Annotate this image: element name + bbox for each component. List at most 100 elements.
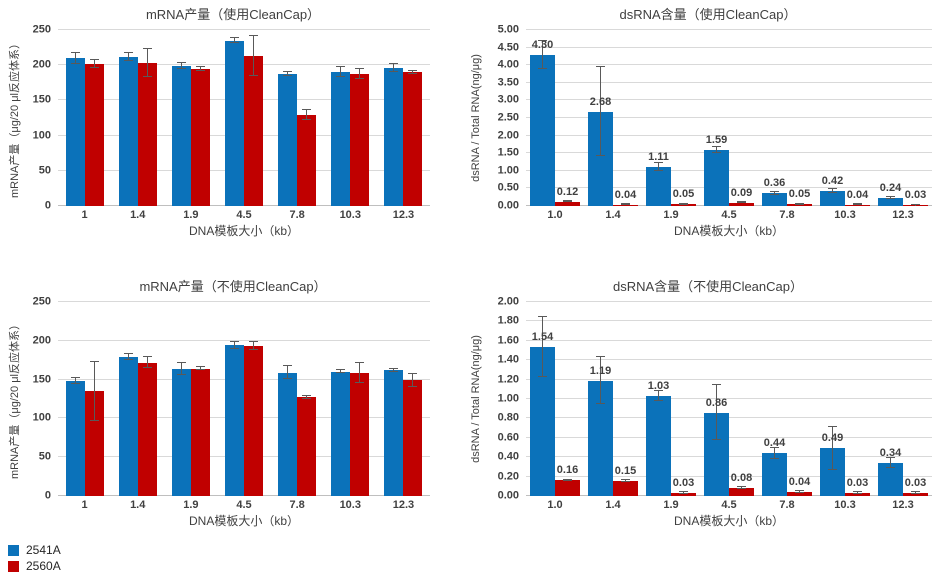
y-tick-label: 0.20 (497, 470, 519, 483)
y-axis-label-column: dsRNA / Total RNA(ng/μg) (466, 302, 486, 496)
x-axis-title: DNA模板大小（kb） (673, 224, 784, 238)
bar-slot: 0.86 (704, 302, 729, 496)
bar-slot (84, 30, 104, 206)
error-bar-cap-bottom (911, 204, 920, 206)
bar-value-label: 0.15 (614, 465, 637, 478)
bar-slot: 2.68 (588, 30, 613, 206)
chart-body: mRNA产量（μg/20 μl反应体系） 0 50 100 150 200 250 1 1.4 1… (0, 296, 466, 531)
error-bar-cap-bottom (654, 399, 663, 401)
bar-slot: 0.15 (613, 302, 638, 496)
plot-area: 1.54 0.16 1.19 0.15 1.03 0.03 0.86 0.08 0.44 0.04… (526, 301, 932, 496)
error-bar-cap-top (123, 353, 133, 354)
error-bar-cap-bottom (538, 67, 547, 69)
error-bar-line (93, 361, 95, 421)
bar-2560A (729, 202, 754, 206)
y-tick-label: 0 (44, 199, 51, 212)
error-bar-line (542, 40, 543, 69)
error-bar-line (199, 367, 201, 371)
gridline (526, 417, 932, 419)
error-bar-line (252, 342, 254, 351)
bar-group: 1.11 0.05 (642, 30, 700, 206)
bar-value-label: 0.16 (556, 464, 579, 477)
error-bar-cap-top (176, 361, 186, 363)
error-bar-cap-bottom (770, 193, 779, 195)
y-tick-label: 50 (38, 450, 51, 463)
bar-slot (224, 30, 244, 206)
error-bar-cap-bottom (596, 155, 605, 157)
bar-slot: 0.05 (671, 30, 696, 206)
bar-slot: 0.08 (729, 302, 754, 496)
error-bar-cap-top (89, 360, 99, 362)
error-bar-cap-top (123, 51, 133, 53)
error-bar-line (127, 52, 129, 61)
error-bar-cap-top (229, 36, 239, 38)
bar-2560A (350, 74, 370, 206)
error-bar-line (359, 69, 361, 80)
error-bar-line (74, 378, 76, 385)
error-bar-cap-bottom (621, 481, 630, 483)
bar-slot (65, 302, 85, 496)
bar-2560A (84, 391, 104, 496)
error-bar-line (252, 35, 254, 77)
bar-2541A (646, 396, 671, 496)
bar-group: 0.86 0.08 (700, 302, 758, 496)
error-bar-line (340, 370, 342, 374)
bar-2541A (704, 150, 729, 206)
bar-group (164, 30, 217, 206)
gridline (58, 29, 430, 30)
y-tick-label: 4.50 (497, 41, 519, 54)
gridline (526, 378, 932, 380)
bar-2560A (297, 397, 317, 496)
error-bar-cap-top (886, 457, 895, 459)
chart-title: dsRNA含量（使用CleanCap） (619, 7, 797, 22)
x-tick-label: 1 (81, 498, 88, 511)
error-bar-cap-top (795, 490, 804, 492)
bar-slot: 1.03 (646, 302, 671, 496)
bar-slot: 0.12 (555, 30, 580, 206)
error-bar-cap-top (563, 478, 572, 480)
error-bar-line (233, 37, 235, 44)
bar-2560A (403, 72, 423, 206)
bar-slot (297, 302, 317, 496)
bar-group (271, 30, 324, 206)
bar-group (217, 302, 270, 496)
error-bar-cap-bottom (336, 372, 346, 374)
bar-groups (58, 30, 430, 206)
bar-slot: 1.59 (704, 30, 729, 206)
y-tick-label: 1.00 (497, 164, 519, 177)
bar-2541A (331, 371, 351, 496)
error-bar-cap-bottom (563, 480, 572, 482)
y-axis-ticks: 0.00 0.20 0.40 0.60 0.80 1.00 1.20 1.40 1.60 1.80… (486, 296, 526, 501)
error-bar-cap-bottom (596, 402, 605, 404)
error-bar-cap-top (302, 394, 312, 396)
y-tick-label: 2.00 (497, 295, 519, 308)
x-tick-label: 1.4 (605, 498, 621, 511)
x-tick-label: 12.3 (892, 208, 914, 221)
y-tick-label: 1.20 (497, 373, 519, 386)
x-tick-label: 4.5 (236, 208, 252, 221)
error-bar-cap-bottom (195, 69, 205, 71)
x-axis-title: DNA模板大小（kb） (188, 514, 299, 528)
gridline (526, 301, 932, 302)
x-tick-label: 1.9 (663, 208, 679, 221)
error-bar-cap-top (911, 203, 920, 205)
error-bar-cap-bottom (538, 375, 547, 377)
y-axis-label-column: dsRNA / Total RNA(ng/μg) (466, 30, 486, 206)
bar-slot: 0.42 (820, 30, 845, 206)
error-bar-cap-bottom (770, 458, 779, 460)
error-bar-cap-top (795, 202, 804, 204)
error-bar-cap-top (70, 51, 80, 53)
error-bar-cap-top (142, 48, 152, 50)
error-bar-line (716, 385, 717, 440)
bar-group (58, 30, 111, 206)
bar-slot (403, 30, 423, 206)
bar-2560A (555, 480, 580, 496)
error-bar-cap-top (596, 65, 605, 67)
bar-2541A (646, 166, 671, 206)
bar-slot: 0.04 (787, 302, 812, 496)
bar-slot: 0.44 (762, 302, 787, 496)
error-bar-cap-top (679, 491, 688, 493)
bar-2560A (84, 63, 104, 206)
bar-group: 1.54 0.16 (526, 302, 584, 496)
error-bar-cap-bottom (123, 59, 133, 61)
